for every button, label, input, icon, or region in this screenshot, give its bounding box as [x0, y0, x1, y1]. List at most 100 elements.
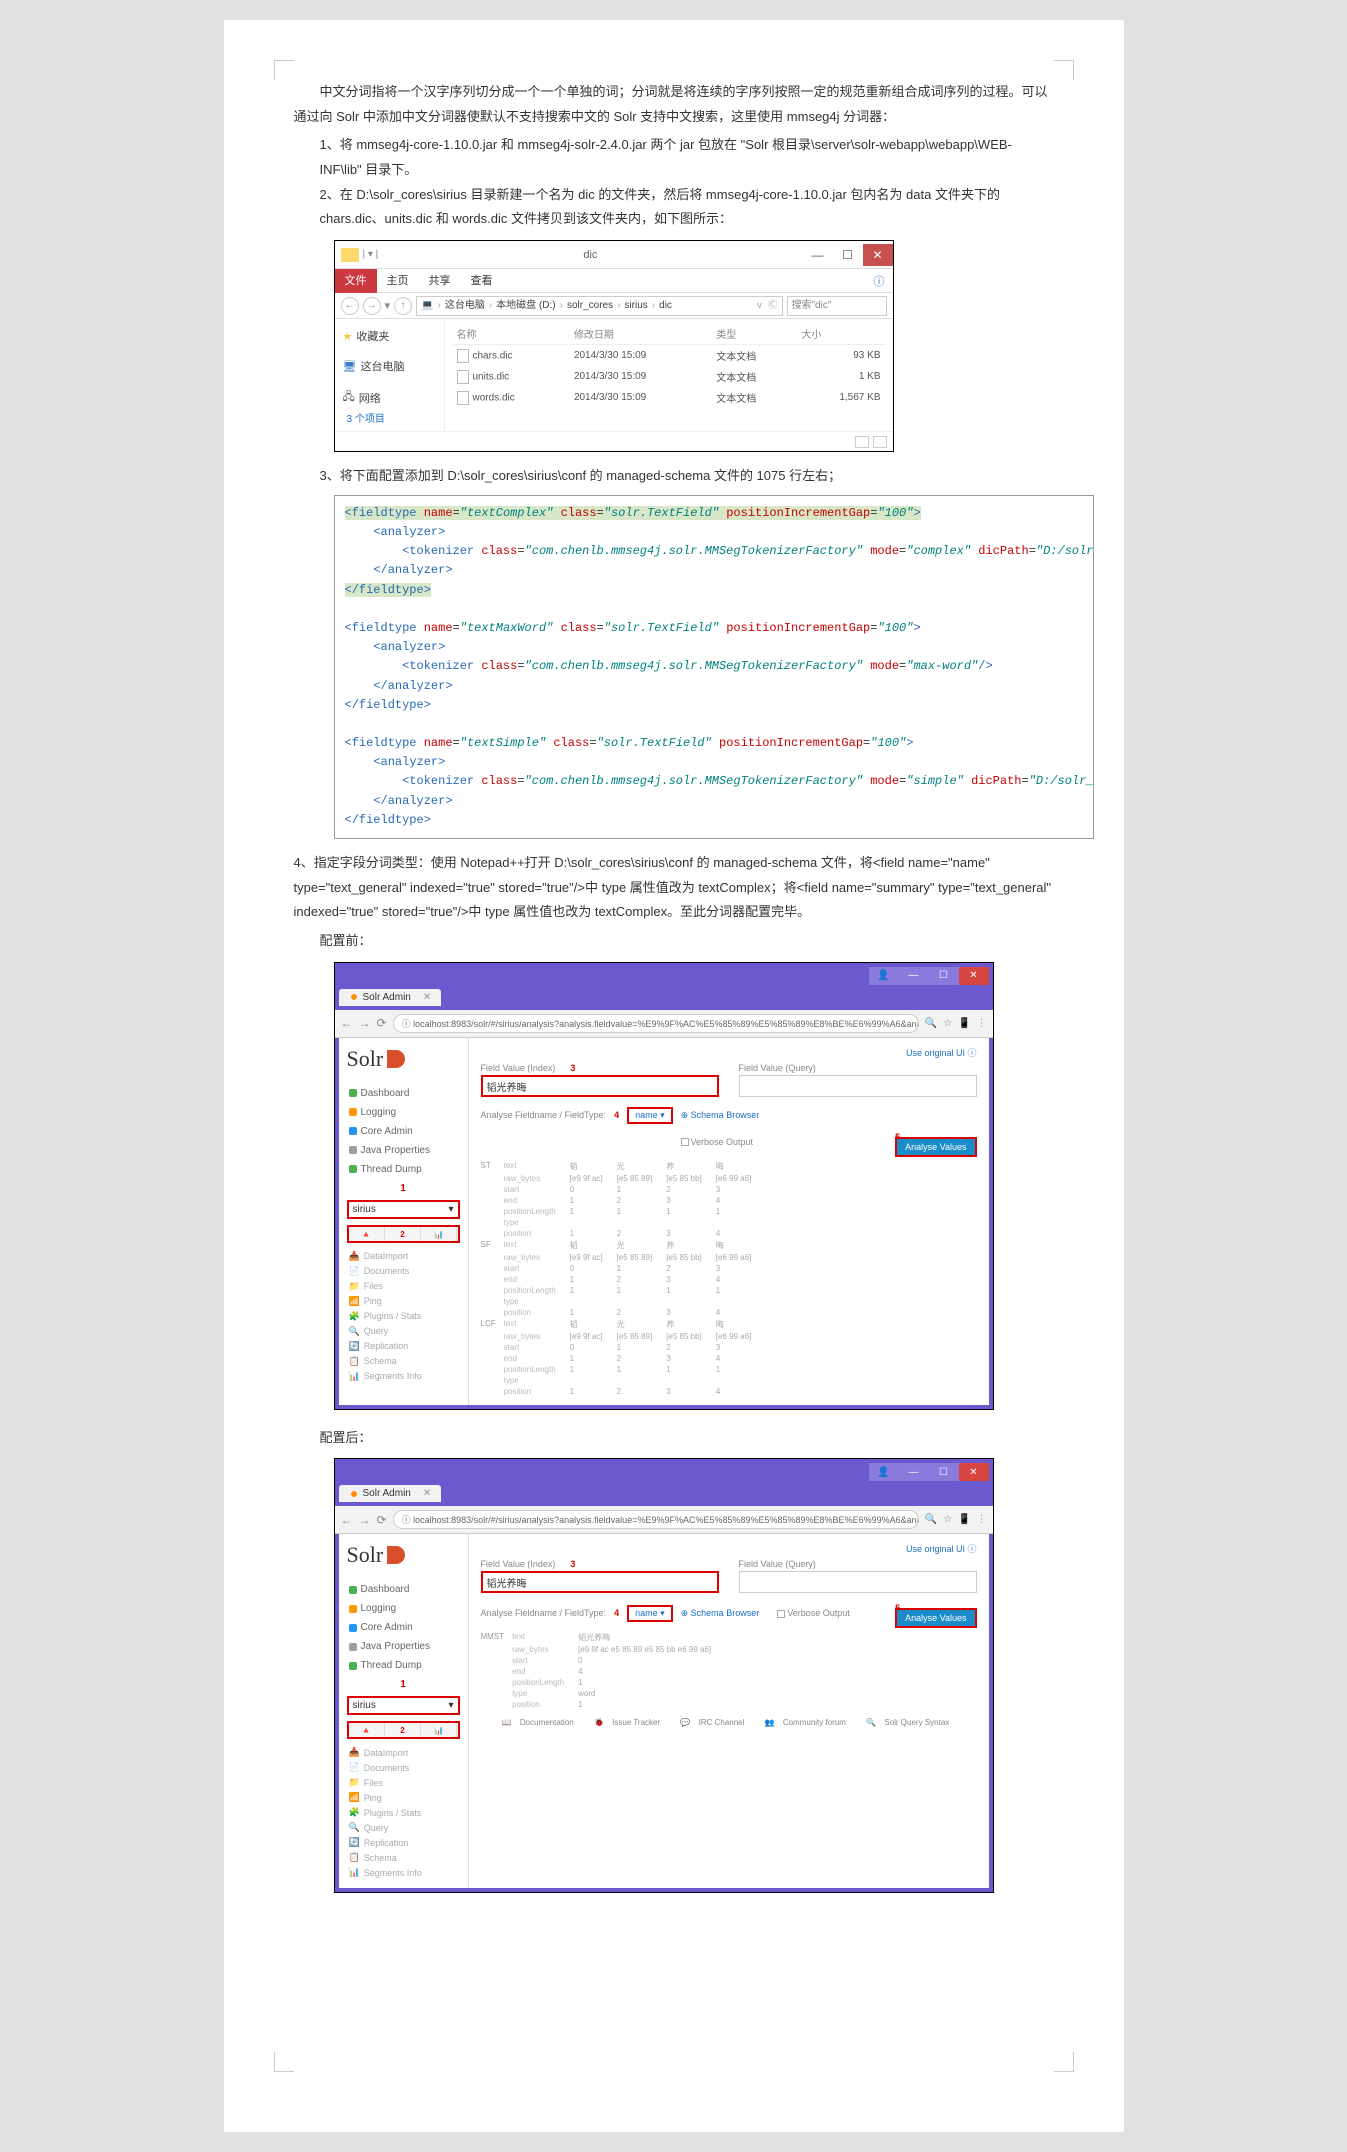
- annotation-4: 4: [614, 1110, 619, 1120]
- solr-main-panel: Use original UI ⓘ Field Value (Index) 3 …: [469, 1534, 989, 1888]
- sublist-item[interactable]: 📶 Ping: [347, 1294, 460, 1309]
- sublist-item[interactable]: 📊 Segments Info: [347, 1865, 460, 1880]
- help-icon[interactable]: ⓘ: [874, 273, 885, 289]
- footer-link[interactable]: 👥 Community forum: [765, 1718, 852, 1727]
- fieldname-select[interactable]: name ▾: [627, 1107, 673, 1124]
- browser-tab[interactable]: Solr Admin✕: [339, 1485, 442, 1502]
- footer-link[interactable]: 📖 Documentation: [502, 1718, 580, 1727]
- sublist-item[interactable]: 📁 Files: [347, 1775, 460, 1790]
- up-button[interactable]: ↑: [394, 297, 412, 315]
- sublist-item[interactable]: 📊 Segments Info: [347, 1369, 460, 1384]
- solr-main-panel: Use original UI ⓘ Field Value (Index) 3 …: [469, 1038, 989, 1405]
- after-label: 配置后：: [294, 1426, 1054, 1451]
- explorer-nav-pane: ★收藏夹 🖥这台电脑 🖧网络 3 个项目: [335, 319, 445, 431]
- breadcrumb[interactable]: 💻› 这台电脑› 本地磁盘 (D:)› solr_cores› sirius› …: [416, 296, 782, 316]
- sidebar-item[interactable]: Logging: [347, 1599, 460, 1618]
- sidebar-item-javaprops[interactable]: Java Properties: [347, 1141, 460, 1160]
- sidebar-item-threaddump[interactable]: Thread Dump: [347, 1160, 460, 1179]
- original-ui-link[interactable]: Use original UI ⓘ: [481, 1046, 977, 1059]
- ribbon-tab-view[interactable]: 查看: [461, 269, 503, 293]
- forward-icon[interactable]: →: [359, 1016, 371, 1030]
- sublist-item[interactable]: 📥 DataImport: [347, 1745, 460, 1760]
- original-ui-link[interactable]: Use original UI ⓘ: [481, 1542, 977, 1555]
- sidebar-item-logging[interactable]: Logging: [347, 1103, 460, 1122]
- nav-this-pc[interactable]: 🖥这台电脑: [343, 355, 436, 377]
- step-2: 2、在 D:\solr_cores\sirius 目录新建一个名为 dic 的文…: [294, 183, 1054, 232]
- ribbon-tab-share[interactable]: 共享: [419, 269, 461, 293]
- ribbon-tab-file[interactable]: 文件: [335, 269, 377, 293]
- sublist-item[interactable]: 📄 Documents: [347, 1264, 460, 1279]
- core-selector[interactable]: sirius▾: [347, 1696, 460, 1715]
- browser-maximize[interactable]: ☐: [929, 1463, 959, 1481]
- browser-user-icon[interactable]: 👤: [869, 1463, 899, 1481]
- field-value-index-input[interactable]: 韬光养晦: [481, 1571, 719, 1593]
- core-selector[interactable]: sirius▾: [347, 1200, 460, 1219]
- analyse-values-button[interactable]: Analyse Values: [895, 1608, 976, 1628]
- nav-network[interactable]: 🖧网络: [343, 385, 436, 410]
- sub-tabs[interactable]: 🔺2📊: [347, 1225, 460, 1243]
- footer-link[interactable]: 🔍 Solr Query Syntax: [866, 1718, 955, 1727]
- sublist-item[interactable]: 🧩 Plugins / Stats: [347, 1309, 460, 1324]
- back-icon[interactable]: ←: [341, 1016, 353, 1030]
- sidebar-item[interactable]: Dashboard: [347, 1580, 460, 1599]
- sublist-item[interactable]: 📋 Schema: [347, 1850, 460, 1865]
- analyse-values-button[interactable]: Analyse Values: [895, 1137, 976, 1157]
- col-size[interactable]: 大小: [797, 323, 884, 345]
- sidebar-item-dashboard[interactable]: Dashboard: [347, 1084, 460, 1103]
- col-type[interactable]: 类型: [712, 323, 797, 345]
- xml-config-code: <fieldtype name="textComplex" class="sol…: [334, 495, 1094, 839]
- file-explorer-screenshot: | ▾ | dic — ☐ ✕ 文件 主页 共享 查看 ⓘ ← → ▾ ↑: [334, 240, 894, 452]
- fieldname-select[interactable]: name ▾: [627, 1605, 673, 1622]
- sublist-item[interactable]: 📁 Files: [347, 1279, 460, 1294]
- file-row[interactable]: words.dic2014/3/30 15:09文本文档1,567 KB: [453, 387, 885, 408]
- sublist-item[interactable]: 🔍 Query: [347, 1324, 460, 1339]
- url-input[interactable]: ⓘ localhost:8983/solr/#/sirius/analysis?…: [393, 1510, 919, 1529]
- reload-icon[interactable]: ⟳: [377, 1016, 387, 1030]
- browser-close[interactable]: ✕: [959, 1463, 989, 1481]
- field-value-query-input[interactable]: [739, 1075, 977, 1097]
- sublist-item[interactable]: 🔄 Replication: [347, 1339, 460, 1354]
- file-row[interactable]: chars.dic2014/3/30 15:09文本文档93 KB: [453, 345, 885, 367]
- field-value-index-input[interactable]: 韬光养晦: [481, 1075, 719, 1097]
- forward-button[interactable]: →: [363, 297, 381, 315]
- file-row[interactable]: units.dic2014/3/30 15:09文本文档1 KB: [453, 366, 885, 387]
- analysis-result-after: MMSTtext韬光养晦 raw_bytes[e9 9f ac e5 85 89…: [481, 1631, 977, 1710]
- browser-tab[interactable]: Solr Admin✕: [339, 989, 442, 1006]
- solr-logo: Solr: [347, 1046, 460, 1072]
- corner-mark: [1054, 60, 1074, 80]
- browser-maximize[interactable]: ☐: [929, 967, 959, 985]
- sublist-item[interactable]: 🧩 Plugins / Stats: [347, 1805, 460, 1820]
- close-button[interactable]: ✕: [863, 244, 893, 266]
- sublist-item[interactable]: 📋 Schema: [347, 1354, 460, 1369]
- sidebar-item[interactable]: Java Properties: [347, 1637, 460, 1656]
- nav-favorites[interactable]: ★收藏夹: [343, 325, 436, 347]
- col-date[interactable]: 修改日期: [570, 323, 712, 345]
- footer-link[interactable]: 💬 IRC Channel: [680, 1718, 750, 1727]
- url-input[interactable]: ⓘ localhost:8983/solr/#/sirius/analysis?…: [393, 1014, 919, 1033]
- maximize-button[interactable]: ☐: [833, 244, 863, 266]
- ribbon-tab-home[interactable]: 主页: [377, 269, 419, 293]
- annotation-3: 3: [570, 1063, 575, 1073]
- sub-tabs[interactable]: 🔺2📊: [347, 1721, 460, 1739]
- footer-link[interactable]: 🐞 Issue Tracker: [594, 1718, 666, 1727]
- sublist-item[interactable]: 📶 Ping: [347, 1790, 460, 1805]
- sidebar-item-coreadmin[interactable]: Core Admin: [347, 1122, 460, 1141]
- sublist-item[interactable]: 📥 DataImport: [347, 1249, 460, 1264]
- search-input[interactable]: 搜索"dic": [787, 296, 887, 316]
- browser-minimize[interactable]: —: [899, 967, 929, 985]
- sublist-item[interactable]: 🔄 Replication: [347, 1835, 460, 1850]
- browser-user-icon[interactable]: 👤: [869, 967, 899, 985]
- folder-icon: [341, 248, 359, 262]
- browser-minimize[interactable]: —: [899, 1463, 929, 1481]
- browser-address-bar: ←→⟳ ⓘ localhost:8983/solr/#/sirius/analy…: [335, 1506, 993, 1534]
- sublist-item[interactable]: 📄 Documents: [347, 1760, 460, 1775]
- minimize-button[interactable]: —: [803, 244, 833, 266]
- field-value-query-input[interactable]: [739, 1571, 977, 1593]
- sublist-item[interactable]: 🔍 Query: [347, 1820, 460, 1835]
- back-button[interactable]: ←: [341, 297, 359, 315]
- corner-mark: [1054, 2052, 1074, 2072]
- browser-close[interactable]: ✕: [959, 967, 989, 985]
- col-name[interactable]: 名称: [453, 323, 570, 345]
- sidebar-item[interactable]: Thread Dump: [347, 1656, 460, 1675]
- sidebar-item[interactable]: Core Admin: [347, 1618, 460, 1637]
